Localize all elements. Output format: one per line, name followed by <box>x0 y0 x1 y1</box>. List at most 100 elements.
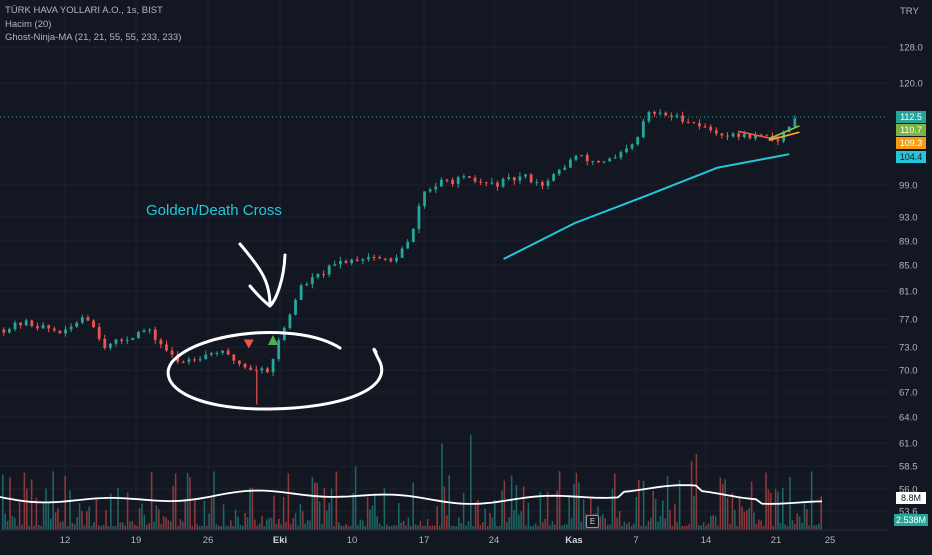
volume-bar <box>414 524 417 530</box>
volume-bar <box>777 491 779 530</box>
volume-bar <box>122 522 124 530</box>
candle-body <box>24 320 28 326</box>
volume-bar <box>215 524 218 530</box>
last-price-label: 112.5 <box>896 111 926 123</box>
candle-body <box>316 274 320 278</box>
volume-bar <box>616 517 618 530</box>
candle-body <box>75 322 79 327</box>
volume-bar <box>518 514 520 530</box>
volume-bar <box>419 521 422 530</box>
date-tick-label: 26 <box>203 535 214 546</box>
volume-bar <box>599 516 602 530</box>
legend-title[interactable]: TÜRK HAVA YOLLARI A.O., 1s, BIST <box>5 5 163 16</box>
annotation-text[interactable]: Golden/Death Cross <box>146 202 282 219</box>
volume-bar <box>772 525 774 530</box>
price-tick-label: 64.0 <box>899 413 918 424</box>
volume-bar <box>141 503 143 530</box>
legend-volume[interactable]: Hacim (20) <box>5 19 52 30</box>
volume-bar <box>806 509 808 530</box>
volume-bar <box>590 498 592 530</box>
candle-body <box>540 182 544 186</box>
candle-body <box>159 339 163 345</box>
volume-bar <box>438 525 441 530</box>
candle-body <box>8 329 11 333</box>
candle-body <box>518 176 522 181</box>
price-tick-label: 120.0 <box>899 79 923 90</box>
volume-bar <box>465 525 467 530</box>
price-tick-label: 61.0 <box>899 439 918 450</box>
candle-body <box>215 352 219 354</box>
volume-bar <box>172 486 174 530</box>
volume-bar <box>743 511 746 530</box>
volume-bar <box>112 525 114 530</box>
death-cross-marker <box>243 339 254 349</box>
legend-ma[interactable]: Ghost-Ninja-MA (21, 21, 55, 55, 233, 233… <box>5 32 182 43</box>
volume-bar <box>702 522 705 530</box>
ma-slow-label: 104.4 <box>896 151 926 163</box>
volume-bar <box>326 510 328 530</box>
earnings-badge[interactable]: E <box>586 515 599 528</box>
candle-body <box>557 169 561 175</box>
candle-body <box>490 182 494 184</box>
candle-body <box>591 160 595 162</box>
date-tick-label: 10 <box>347 535 358 546</box>
volume-bar <box>626 523 628 530</box>
volume-bar <box>479 524 482 530</box>
volume-bar <box>762 525 765 530</box>
volume-bar <box>611 488 614 530</box>
candle-body <box>125 339 129 341</box>
volume-bar <box>110 493 112 530</box>
volume-bar <box>422 525 424 530</box>
volume-bar <box>738 497 741 530</box>
volume-bar <box>566 524 568 530</box>
volume-bar <box>734 509 736 530</box>
volume-bar <box>160 524 162 530</box>
candle-body <box>675 115 679 117</box>
volume-bar <box>177 525 179 530</box>
volume-bar <box>321 523 323 530</box>
volume-bar <box>198 525 201 530</box>
candle-body <box>479 181 483 183</box>
volume-bar <box>136 525 138 530</box>
candle-body <box>288 314 292 328</box>
volume-bar <box>50 518 52 530</box>
candle-body <box>204 354 208 360</box>
volume-bar <box>227 525 230 530</box>
volume-bar <box>393 525 395 530</box>
volume-bar <box>251 487 254 530</box>
candle-body <box>30 320 34 327</box>
currency-label[interactable]: TRY <box>900 6 919 17</box>
candle-body <box>406 241 410 249</box>
candle-body <box>97 327 101 339</box>
volume-bar <box>662 500 664 530</box>
candle-body <box>411 228 415 242</box>
volume-bar <box>654 498 657 530</box>
volume-bar <box>90 525 93 530</box>
volume-bar <box>266 519 268 530</box>
volume-bar <box>218 525 220 530</box>
volume-bar <box>66 526 69 530</box>
candle-body <box>714 130 718 134</box>
volume-bar <box>498 526 501 530</box>
volume-bar <box>623 521 626 530</box>
date-tick-label: 25 <box>825 535 836 546</box>
volume-bar <box>9 477 11 530</box>
volume-bar <box>443 486 446 530</box>
volume-ma-line <box>0 484 823 505</box>
volume-bar <box>57 508 59 530</box>
volume-bar <box>333 525 335 530</box>
candle-body <box>103 338 107 348</box>
volume-bar <box>554 524 556 530</box>
price-tick-label: 128.0 <box>899 43 923 54</box>
volume-bar <box>45 488 47 530</box>
volume-bar <box>220 525 222 530</box>
volume-bar <box>491 517 494 530</box>
price-tick-label: 93.0 <box>899 213 918 224</box>
date-tick-label: Eki <box>273 535 287 546</box>
highlight-ellipse <box>166 331 384 411</box>
price-tick-label: 56.0 <box>899 485 918 496</box>
volume-bar <box>155 505 158 530</box>
volume-bar <box>434 525 436 530</box>
